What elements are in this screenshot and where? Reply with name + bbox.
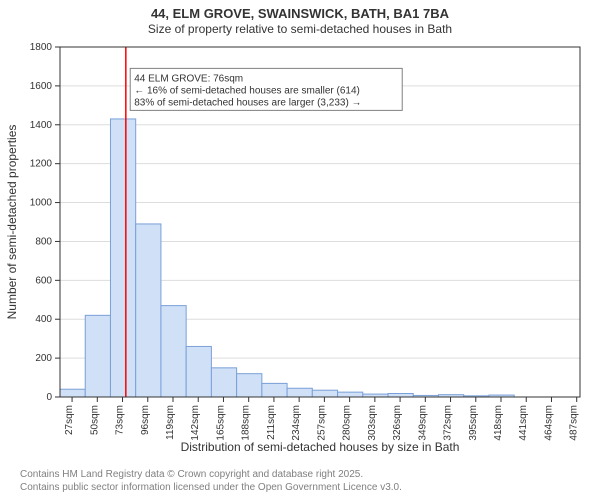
annotation-line: 83% of semi-detached houses are larger (… (134, 98, 361, 109)
histogram-bar (60, 389, 85, 397)
svg-text:73sqm: 73sqm (115, 405, 126, 435)
chart-titles: 44, ELM GROVE, SWAINSWICK, BATH, BA1 7BA… (0, 0, 600, 37)
histogram-bar (85, 316, 110, 398)
svg-text:303sqm: 303sqm (367, 405, 378, 441)
annotation-line: 44 ELM GROVE: 76sqm (134, 74, 243, 85)
svg-text:800: 800 (35, 237, 52, 248)
svg-text:1800: 1800 (30, 42, 53, 53)
histogram-bar (237, 374, 262, 397)
svg-text:1000: 1000 (30, 198, 53, 209)
chart-container: 27sqm 50sqm 73sqm 96sqm 119sqm 142sqm 165sqm 18… (0, 37, 600, 457)
svg-text:1200: 1200 (30, 159, 53, 170)
x-axis-label: Distribution of semi-detached houses by … (181, 440, 460, 454)
svg-text:200: 200 (35, 353, 52, 364)
histogram-bar (136, 224, 161, 397)
y-axis-label: Number of semi-detached properties (5, 125, 19, 320)
svg-text:400: 400 (35, 314, 52, 325)
svg-text:1400: 1400 (30, 120, 53, 131)
x-axis: 27sqm 50sqm 73sqm 96sqm 119sqm 142sqm 165sqm 18… (64, 397, 580, 441)
histogram-bar (186, 347, 211, 398)
svg-text:50sqm: 50sqm (89, 405, 100, 435)
svg-text:188sqm: 188sqm (241, 405, 252, 441)
svg-text:464sqm: 464sqm (543, 405, 554, 441)
svg-text:372sqm: 372sqm (443, 405, 454, 441)
title-sub: Size of property relative to semi-detach… (0, 22, 600, 37)
svg-text:395sqm: 395sqm (468, 405, 479, 441)
svg-text:165sqm: 165sqm (215, 405, 226, 441)
svg-text:600: 600 (35, 276, 52, 287)
histogram-chart: 27sqm 50sqm 73sqm 96sqm 119sqm 142sqm 165sqm 18… (0, 37, 600, 457)
svg-text:441sqm: 441sqm (518, 405, 529, 441)
svg-text:1600: 1600 (30, 81, 53, 92)
svg-text:0: 0 (46, 392, 52, 403)
svg-text:349sqm: 349sqm (417, 405, 428, 441)
histogram-bar (287, 389, 312, 398)
svg-text:280sqm: 280sqm (342, 405, 353, 441)
histogram-bar (388, 394, 413, 398)
svg-text:142sqm: 142sqm (190, 405, 201, 441)
histogram-bar (211, 368, 236, 397)
histogram-bar (338, 392, 363, 397)
footer-attribution: Contains HM Land Registry data © Crown c… (20, 469, 402, 494)
footer-line-1: Contains HM Land Registry data © Crown c… (20, 469, 402, 482)
svg-text:487sqm: 487sqm (569, 405, 580, 441)
histogram-bar (161, 306, 186, 397)
svg-text:326sqm: 326sqm (392, 405, 403, 441)
annotation-box: 44 ELM GROVE: 76sqm← 16% of semi-detache… (130, 69, 402, 111)
annotation-line: ← 16% of semi-detached houses are smalle… (134, 86, 360, 97)
footer-line-2: Contains public sector information licen… (20, 482, 402, 495)
y-axis: 0 200 400 600 800 1000 1200 1400 1600 1800 (30, 42, 60, 403)
svg-text:234sqm: 234sqm (291, 405, 302, 441)
svg-text:96sqm: 96sqm (140, 405, 151, 435)
svg-text:27sqm: 27sqm (64, 405, 75, 435)
title-main: 44, ELM GROVE, SWAINSWICK, BATH, BA1 7BA (0, 6, 600, 22)
histogram-bar (262, 384, 287, 398)
svg-text:211sqm: 211sqm (266, 405, 277, 440)
svg-text:418sqm: 418sqm (493, 405, 504, 441)
svg-text:119sqm: 119sqm (165, 405, 176, 440)
svg-text:257sqm: 257sqm (316, 405, 327, 441)
histogram-bar (110, 119, 135, 397)
histogram-bar (312, 390, 337, 397)
